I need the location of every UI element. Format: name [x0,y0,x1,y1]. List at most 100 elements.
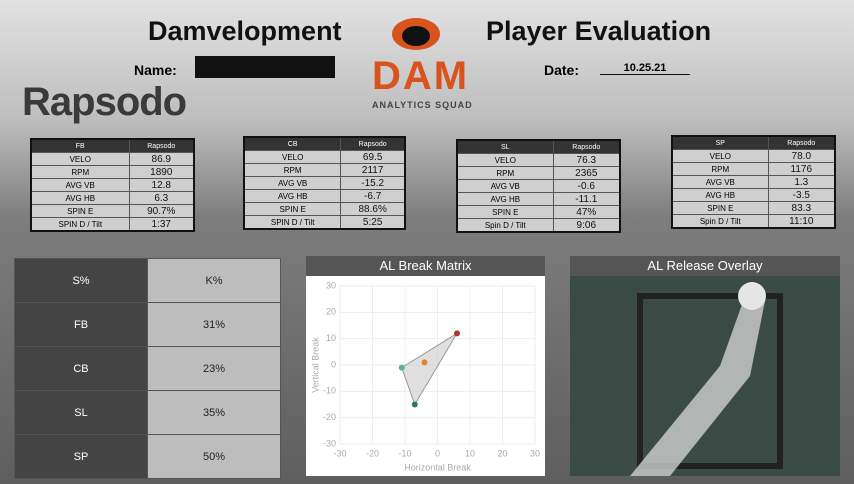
header-cell: FB [31,139,129,153]
dam-logo: DAM [372,54,469,99]
label-cell: VELO [31,153,129,166]
row: AVG VB-0.6 [457,180,620,193]
name-redaction [195,56,335,78]
y-tick-label: 0 [331,359,336,369]
pitch-point [399,365,405,371]
row: AVG HB-3.5 [672,189,835,202]
value-cell: 12.8 [129,179,194,192]
page: Damvelopment Player Evaluation Name: Dat… [0,0,854,484]
label-cell: AVG HB [672,189,768,202]
cell: 35% [148,391,281,435]
row: AVG VB-15.2 [244,177,405,190]
row: AVG HB-6.7 [244,190,405,203]
x-tick-label: -20 [366,448,379,458]
y-tick-label: -20 [323,412,336,422]
x-tick-label: -10 [398,448,411,458]
value-cell: -0.6 [553,180,620,193]
value-cell: 5:25 [341,216,405,230]
header-cell: SL [457,140,553,154]
y-tick-label: -30 [323,438,336,448]
title-right: Player Evaluation [486,16,711,47]
label-cell: AVG HB [244,190,341,203]
chart-title: AL Break Matrix [306,256,545,276]
pitch-point [422,359,428,365]
overlay-title: AL Release Overlay [570,256,840,276]
header-row: S%K% [15,259,281,303]
value-cell: -11.1 [553,193,620,206]
cell: SL [15,391,148,435]
cell: SP [15,435,148,479]
value-cell: 11:10 [768,215,835,229]
value-cell: -3.5 [768,189,835,202]
value-cell: 1176 [768,163,835,176]
value-cell: -15.2 [341,177,405,190]
header-cell: SP [672,136,768,150]
header-cell: Rapsodo [129,139,194,153]
value-cell: -6.7 [341,190,405,203]
label-cell: RPM [244,164,341,177]
pitch-point [412,402,418,408]
header-cell: K% [148,259,281,303]
value-cell: 88.6% [341,203,405,216]
value-cell: 76.3 [553,154,620,167]
value-cell: 6.3 [129,192,194,205]
pitch-point [454,330,460,336]
label-cell: AVG VB [672,176,768,189]
label-cell: VELO [244,151,341,164]
y-tick-label: 20 [326,307,336,317]
value-cell: 1:37 [129,218,194,232]
overlay-panel: AL Release Overlay [570,256,840,476]
label-cell: AVG VB [457,180,553,193]
value-cell: 2117 [341,164,405,177]
dam-sub: ANALYTICS SQUAD [372,100,473,110]
date-label: Date: [544,62,579,78]
label-cell: SPIN E [672,202,768,215]
header-cell: S% [15,259,148,303]
break-hull [402,333,457,404]
value-cell: 1.3 [768,176,835,189]
x-axis-label: Horizontal Break [404,462,471,472]
label-cell: SPIN E [31,205,129,218]
label-cell: SPIN D / Tilt [244,216,341,230]
overlay-image [570,276,840,476]
label-cell: Spin D / Tilt [672,215,768,229]
label-cell: AVG VB [31,179,129,192]
label-cell: SPIN D / Tilt [31,218,129,232]
value-cell: 2365 [553,167,620,180]
title-left: Damvelopment [148,16,342,47]
header-cell: Rapsodo [553,140,620,154]
value-cell: 9:06 [553,219,620,233]
x-tick-label: -30 [333,448,346,458]
cell: 23% [148,347,281,391]
label-cell: AVG HB [31,192,129,205]
x-tick-label: 10 [465,448,475,458]
header-cell: Rapsodo [768,136,835,150]
